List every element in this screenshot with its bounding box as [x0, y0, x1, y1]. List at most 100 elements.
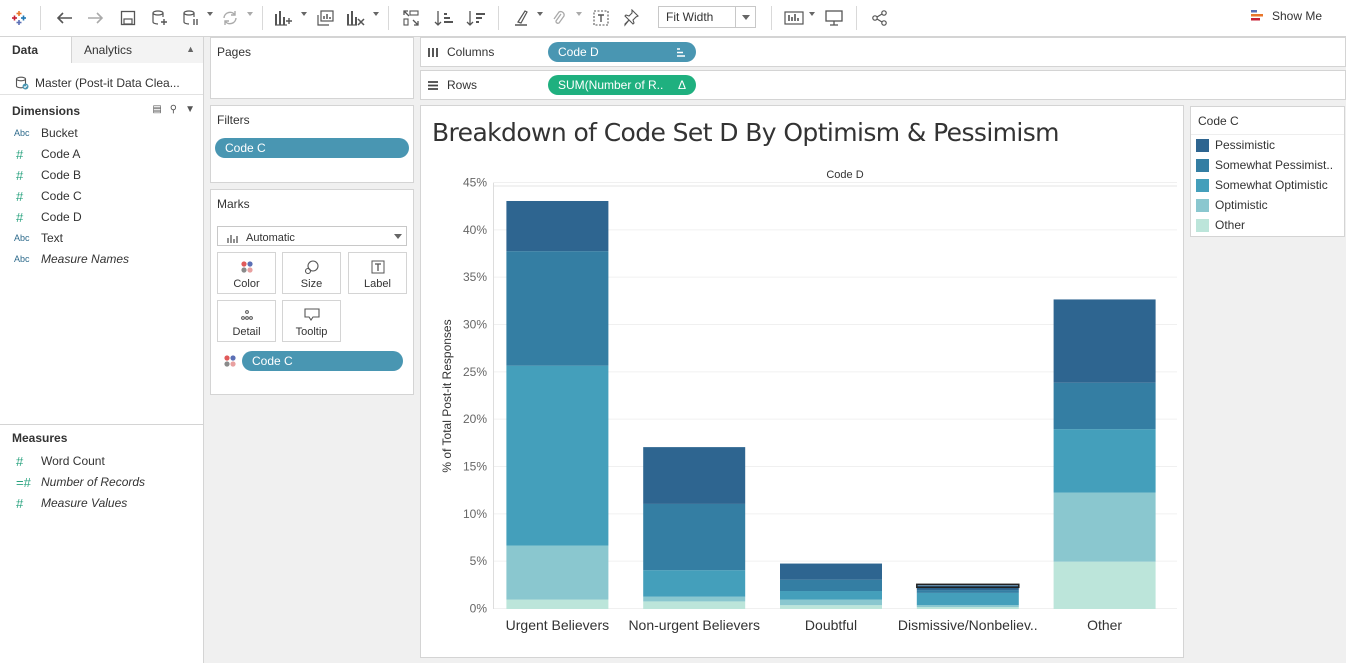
detail-button[interactable]: Detail: [217, 300, 276, 342]
fix-axes-pin-icon[interactable]: [620, 7, 642, 29]
legend-item[interactable]: Pessimistic: [1191, 135, 1344, 155]
dimension-field[interactable]: # Code B: [0, 163, 203, 184]
pause-dropdown-caret[interactable]: [207, 12, 213, 16]
columns-shelf[interactable]: Columns Code D: [420, 37, 1346, 67]
tableau-logo-icon[interactable]: [8, 7, 30, 29]
show-cards-icon[interactable]: [783, 7, 805, 29]
measure-field[interactable]: # Measure Values: [0, 491, 203, 512]
color-legend[interactable]: Code C Pessimistic Somewhat Pessimist.. So…: [1190, 106, 1345, 237]
bar-segment[interactable]: [506, 251, 609, 366]
refresh-dropdown-caret[interactable]: [247, 12, 253, 16]
legend-item[interactable]: Somewhat Optimistic: [1191, 175, 1344, 195]
new-datasource-icon[interactable]: [149, 7, 171, 29]
bar-segment[interactable]: [643, 503, 746, 571]
redo-icon[interactable]: [85, 7, 107, 29]
save-icon[interactable]: [117, 7, 139, 29]
bar-segment[interactable]: [916, 607, 1019, 609]
filter-pill-code-c[interactable]: Code C: [215, 138, 409, 158]
legend-item[interactable]: Somewhat Pessimist..: [1191, 155, 1344, 175]
label-button[interactable]: Label: [348, 252, 407, 294]
measure-field[interactable]: =# Number of Records: [0, 470, 203, 491]
measure-field[interactable]: # Word Count: [0, 449, 203, 470]
stacked-bar-chart[interactable]: Code D % of Total Post-it Responses 0% 5% 10…: [421, 106, 1183, 657]
group-members-icon[interactable]: [547, 7, 569, 29]
bar-segment[interactable]: [643, 447, 746, 504]
chevron-down-icon[interactable]: ▼: [185, 104, 195, 115]
bar-segment[interactable]: [506, 599, 609, 609]
bar-segment[interactable]: [643, 596, 746, 602]
sort-ascending-icon[interactable]: [433, 7, 455, 29]
color-pill-code-c[interactable]: Code C: [242, 351, 403, 371]
bar-segment[interactable]: [916, 592, 1019, 606]
color-button[interactable]: Color: [217, 252, 276, 294]
rows-shelf[interactable]: Rows SUM(Number of R.. Δ: [420, 70, 1346, 100]
search-icon[interactable]: ⚲: [169, 104, 178, 115]
bar-segment[interactable]: [916, 590, 1019, 593]
chevron-down-icon[interactable]: [735, 7, 755, 27]
legend-item[interactable]: Optimistic: [1191, 195, 1344, 215]
show-cards-caret[interactable]: [809, 12, 815, 16]
datasource-item[interactable]: Master (Post-it Data Clea...: [0, 63, 203, 95]
undo-icon[interactable]: [53, 7, 75, 29]
show-me-button[interactable]: Show Me: [1250, 9, 1322, 23]
columns-pill-code-d[interactable]: Code D: [548, 42, 696, 62]
view-list-icon[interactable]: ▤: [152, 104, 162, 115]
share-icon[interactable]: [869, 7, 891, 29]
size-button[interactable]: Size: [282, 252, 341, 294]
dimension-field[interactable]: # Code D: [0, 205, 203, 226]
dimension-field[interactable]: Abc Bucket: [0, 121, 203, 142]
string-type-icon: Abc: [14, 128, 30, 138]
refresh-icon[interactable]: [219, 7, 241, 29]
dimension-field[interactable]: # Code A: [0, 142, 203, 163]
pages-card[interactable]: Pages: [210, 37, 414, 99]
bar-segment[interactable]: [643, 601, 746, 609]
dimension-field-name: Bucket: [41, 126, 78, 140]
clear-sheet-caret[interactable]: [373, 12, 379, 16]
dimension-field[interactable]: Abc Measure Names: [0, 247, 203, 268]
group-caret[interactable]: [576, 12, 582, 16]
bar-segment[interactable]: [780, 591, 882, 600]
sort-icon: [677, 48, 685, 57]
mark-type-dropdown[interactable]: Automatic: [217, 226, 407, 246]
presentation-mode-icon[interactable]: [823, 7, 845, 29]
highlight-icon[interactable]: [510, 7, 532, 29]
pause-datasource-icon[interactable]: [180, 7, 202, 29]
bar-segment[interactable]: [916, 605, 1019, 608]
bar-segment[interactable]: [780, 599, 882, 606]
bar-segment[interactable]: [780, 563, 882, 580]
show-mark-labels-icon[interactable]: [590, 7, 612, 29]
chevron-down-icon[interactable]: [390, 227, 406, 245]
bar-segment[interactable]: [1053, 299, 1156, 383]
sort-descending-icon[interactable]: [465, 7, 487, 29]
new-worksheet-icon[interactable]: [273, 7, 295, 29]
swap-rows-columns-icon[interactable]: [400, 7, 422, 29]
show-me-icon: [1251, 10, 1263, 21]
bar-segment[interactable]: [506, 200, 609, 252]
new-worksheet-caret[interactable]: [301, 12, 307, 16]
viz-canvas[interactable]: Breakdown of Code Set D By Optimism & Pe…: [420, 105, 1184, 658]
bar-segment[interactable]: [1053, 429, 1156, 493]
bar-segment[interactable]: [780, 605, 882, 609]
bar-segment[interactable]: [1053, 561, 1156, 609]
bar-segment[interactable]: [643, 570, 746, 597]
legend-item[interactable]: Other: [1191, 215, 1344, 235]
chart-title: Breakdown of Code Set D By Optimism & Pe…: [432, 118, 1060, 147]
highlight-caret[interactable]: [537, 12, 543, 16]
dimension-field[interactable]: Abc Text: [0, 226, 203, 247]
duplicate-sheet-icon[interactable]: [314, 7, 336, 29]
dimension-field[interactable]: # Code C: [0, 184, 203, 205]
fit-dropdown[interactable]: Fit Width: [658, 6, 756, 28]
rows-pill-sum-records[interactable]: SUM(Number of R.. Δ: [548, 75, 696, 95]
bar-segment[interactable]: [506, 545, 609, 600]
tooltip-button[interactable]: Tooltip: [282, 300, 341, 342]
y-tick-label: 45%: [463, 176, 487, 190]
bar-segment[interactable]: [1053, 382, 1156, 430]
bar-segment[interactable]: [506, 365, 609, 546]
filters-card[interactable]: Filters Code C: [210, 105, 414, 183]
clear-sheet-icon[interactable]: [345, 7, 367, 29]
chart-subtitle: Code D: [826, 169, 863, 181]
bar-segment[interactable]: [1053, 492, 1156, 562]
tab-data[interactable]: Data: [0, 37, 72, 63]
bar-segment[interactable]: [780, 579, 882, 592]
tab-analytics[interactable]: Analytics ▲︎: [72, 37, 203, 63]
